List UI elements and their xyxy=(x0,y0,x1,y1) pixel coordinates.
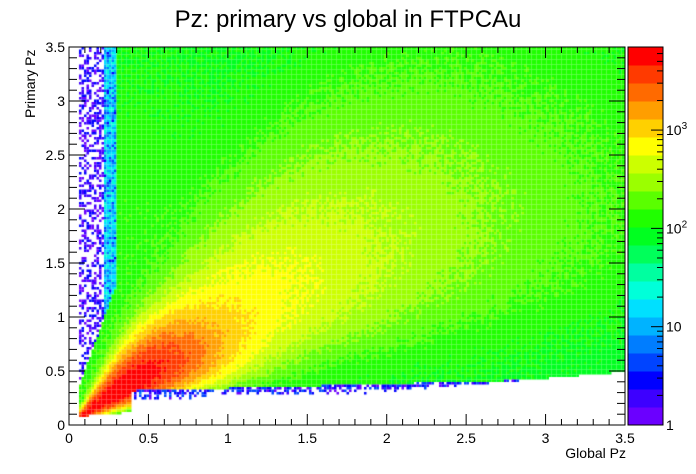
x-tick-label: 1.5 xyxy=(298,430,318,446)
colorbar-cell xyxy=(628,389,663,408)
x-tick-label: 2.5 xyxy=(456,430,476,446)
colorbar-cell xyxy=(628,353,663,372)
colorbar-cell xyxy=(628,155,663,174)
colorbar-cell xyxy=(628,137,663,156)
colorbar-cell xyxy=(628,65,663,84)
chart-title: Pz: primary vs global in FTPCAu xyxy=(174,6,522,33)
colorbar-cell xyxy=(628,281,663,300)
y-tick-label: 1.5 xyxy=(46,255,66,271)
x-tick-label: 0.5 xyxy=(139,430,159,446)
colorbar-cell xyxy=(628,209,663,228)
x-tick-label: 0 xyxy=(65,430,73,446)
colorbar-cell xyxy=(628,173,663,192)
colorbar-frame xyxy=(627,46,664,426)
colorbar-cell xyxy=(628,263,663,282)
y-tick-label: 3 xyxy=(57,93,65,109)
x-axis-label: Global Pz xyxy=(565,445,626,461)
y-tick-label: 0 xyxy=(57,417,65,433)
y-tick-label: 3.5 xyxy=(46,39,66,55)
x-tick-label: 2 xyxy=(383,430,391,446)
colorbar-tick-label: 102 xyxy=(666,219,688,236)
colorbar-cell xyxy=(628,407,663,426)
colorbar-tick-label: 10 xyxy=(666,319,682,335)
colorbar-cell xyxy=(628,299,663,318)
colorbar-cell xyxy=(628,317,663,336)
colorbar-tick-label: 1 xyxy=(666,417,674,433)
y-tick-label: 2.5 xyxy=(46,147,66,163)
colorbar-tick-label: 103 xyxy=(666,121,688,138)
colorbar-cell xyxy=(628,335,663,354)
colorbar-cell xyxy=(628,371,663,390)
x-tick-label: 3.5 xyxy=(615,430,635,446)
y-tick-label: 1 xyxy=(57,309,65,325)
colorbar-cell xyxy=(628,245,663,264)
x-tick-label: 1 xyxy=(224,430,232,446)
colorbar-cell xyxy=(628,227,663,246)
heatmap-area xyxy=(69,47,625,425)
colorbar-cell xyxy=(628,191,663,210)
y-tick-label: 2 xyxy=(57,201,65,217)
colorbar-cell xyxy=(628,119,663,138)
y-tick-label: 0.5 xyxy=(46,363,66,379)
colorbar-cell xyxy=(628,47,663,66)
x-tick-label: 3 xyxy=(542,430,550,446)
colorbar-cell xyxy=(628,83,663,102)
colorbar-cell xyxy=(628,101,663,120)
plot-frame xyxy=(68,46,626,426)
